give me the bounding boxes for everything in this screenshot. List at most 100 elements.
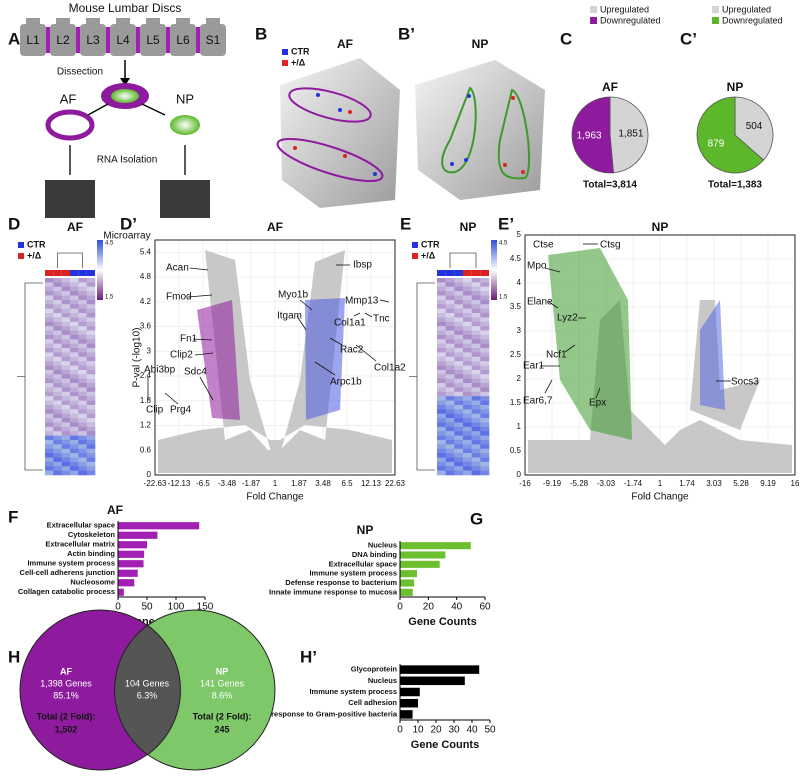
y-tick-label: 4.8 bbox=[140, 272, 152, 281]
heatmap-cell bbox=[471, 391, 481, 397]
heatmap-cell bbox=[45, 409, 54, 415]
heatmap-cell bbox=[78, 356, 87, 362]
heatmap-cell bbox=[463, 343, 472, 349]
heatmap-cell bbox=[437, 431, 446, 436]
heatmap-cell bbox=[480, 348, 490, 353]
heatmap-cell bbox=[454, 304, 464, 309]
heatmap-cell bbox=[445, 461, 455, 467]
heatmap-cell bbox=[86, 334, 96, 340]
x-tick-label: 150 bbox=[197, 602, 214, 613]
heatmap-cell bbox=[70, 291, 79, 296]
annotation-line bbox=[187, 294, 213, 298]
heatmap-cell bbox=[86, 444, 96, 450]
heatmap-cell bbox=[471, 308, 481, 314]
bar bbox=[118, 579, 135, 587]
heatmap-cell bbox=[480, 339, 490, 344]
gene-label: Mpo bbox=[527, 261, 547, 272]
heatmap-cell bbox=[53, 326, 62, 331]
heatmap-cell bbox=[471, 383, 481, 388]
heatmap-cell bbox=[53, 457, 62, 463]
heatmap-cell bbox=[445, 413, 455, 419]
heatmap-cell bbox=[53, 404, 62, 410]
disc-label: L6 bbox=[176, 33, 190, 47]
heatmap-cell bbox=[53, 431, 62, 436]
heatmap-cell bbox=[480, 317, 490, 323]
heatmap-cell bbox=[445, 286, 455, 292]
category-label: Nucleus bbox=[368, 676, 397, 685]
vertebra bbox=[140, 24, 166, 56]
x-tick-label: 1 bbox=[273, 479, 278, 488]
heatmap-cell bbox=[70, 339, 79, 344]
y-tick-label: 0 bbox=[517, 470, 522, 479]
heatmap-cell bbox=[471, 422, 481, 428]
heatmap-cell bbox=[70, 383, 79, 388]
pie-slice bbox=[696, 96, 765, 174]
gene-label: Elane bbox=[527, 297, 553, 308]
heatmap-cell bbox=[78, 400, 87, 406]
plot-frame bbox=[524, 234, 796, 476]
upregulated-cloud bbox=[197, 300, 240, 420]
heatmap-cell bbox=[463, 466, 472, 471]
heatmap-cell bbox=[471, 352, 481, 358]
category-label: Defense response to bacterium bbox=[285, 578, 397, 587]
y-tick-label: 1 bbox=[517, 422, 522, 431]
heatmap-cell bbox=[86, 343, 96, 349]
heatmap-cell bbox=[53, 383, 62, 388]
heatmap-cell bbox=[471, 400, 481, 406]
heatmap-cell bbox=[53, 308, 62, 314]
heatmap-cell bbox=[437, 291, 446, 296]
heatmap-cell bbox=[86, 413, 96, 419]
heatmap-cell bbox=[53, 413, 62, 419]
heatmap-cell bbox=[45, 404, 54, 410]
heatmap-cell bbox=[454, 308, 464, 314]
category-label: DNA binding bbox=[352, 550, 398, 559]
heatmap-cell bbox=[78, 422, 87, 428]
annotation-line bbox=[199, 376, 214, 401]
venn-name: NP bbox=[216, 666, 229, 676]
x-tick-label: 0 bbox=[397, 602, 403, 613]
heatmap-cell bbox=[45, 431, 54, 436]
heatmap-cell bbox=[53, 396, 62, 401]
heatmap-cell bbox=[454, 387, 464, 393]
heatmap-cell bbox=[53, 295, 62, 301]
heatmap-cell bbox=[70, 365, 79, 371]
y-tick-label: 2 bbox=[517, 374, 522, 383]
heatmap-cell bbox=[437, 348, 446, 353]
heatmap-cell bbox=[445, 365, 455, 371]
heatmap-cell bbox=[454, 282, 464, 288]
disc-label: S1 bbox=[206, 33, 221, 47]
heatmap-cell bbox=[86, 453, 96, 458]
panel-label: H bbox=[8, 647, 20, 666]
heatmap-cell bbox=[45, 282, 54, 288]
heatmap-cell bbox=[445, 444, 455, 450]
heatmap-cell bbox=[471, 299, 481, 305]
heatmap-cell bbox=[61, 391, 71, 397]
heatmap-cell bbox=[86, 470, 96, 476]
legend-label: CTR bbox=[27, 239, 46, 249]
bar bbox=[118, 569, 138, 577]
heatmap-cell bbox=[463, 457, 472, 463]
heatmap-cell bbox=[70, 387, 79, 393]
heatmap-cell bbox=[61, 356, 71, 362]
heatmap-cell bbox=[86, 330, 96, 336]
gene-label: Sdc4 bbox=[184, 367, 207, 378]
venn-name: AF bbox=[60, 666, 72, 676]
legend-label: +/Δ bbox=[291, 57, 306, 67]
y-tick-label: 3 bbox=[147, 346, 152, 355]
bar bbox=[118, 560, 144, 568]
legend-swatch bbox=[590, 6, 597, 13]
x-tick-label: 1.74 bbox=[679, 479, 695, 488]
heatmap-cell bbox=[454, 352, 464, 358]
heatmap-cell bbox=[45, 391, 54, 397]
heatmap-cell bbox=[480, 418, 490, 423]
gene-label: Tnc bbox=[373, 314, 390, 325]
heatmap-cell bbox=[61, 339, 71, 344]
heatmap-cell bbox=[78, 383, 87, 388]
heatmap-cell bbox=[86, 361, 96, 366]
heatmap-cell bbox=[61, 330, 71, 336]
pie-title: NP bbox=[727, 80, 744, 94]
heatmap-cell bbox=[437, 453, 446, 458]
heatmap-cell bbox=[471, 343, 481, 349]
heatmap-cell bbox=[480, 278, 490, 283]
